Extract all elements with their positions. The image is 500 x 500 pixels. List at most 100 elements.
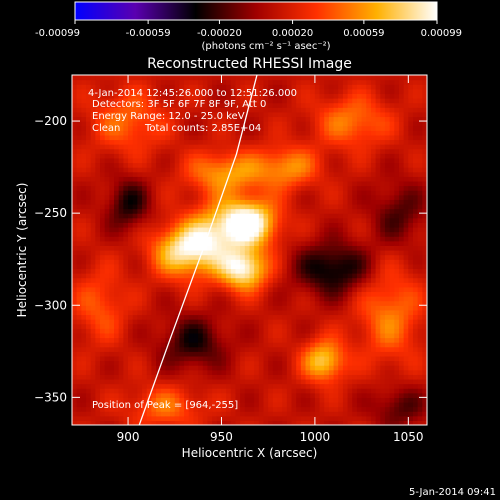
- heatmap-cell: [282, 185, 288, 191]
- heatmap-cell: [76, 153, 82, 159]
- heatmap-cell: [324, 392, 330, 398]
- heatmap-cell: [328, 185, 335, 191]
- heatmap-cell: [342, 360, 349, 366]
- heatmap-cell: [328, 268, 335, 274]
- heatmap-cell: [356, 328, 363, 334]
- heatmap-cell: [263, 84, 269, 90]
- heatmap-cell: [310, 213, 316, 219]
- heatmap-cell: [328, 93, 335, 99]
- heatmap-cell: [184, 153, 190, 159]
- heatmap-cell: [156, 148, 162, 154]
- heatmap-cell: [314, 153, 321, 159]
- heatmap-cell: [230, 102, 237, 108]
- heatmap-cell: [95, 342, 101, 348]
- heatmap-cell: [132, 162, 138, 168]
- heatmap-cell: [268, 319, 274, 325]
- heatmap-cell: [207, 79, 213, 85]
- heatmap-cell: [137, 392, 143, 398]
- heatmap-cell: [305, 300, 311, 306]
- heatmap-cell: [123, 88, 129, 95]
- heatmap-cell: [109, 300, 115, 306]
- heatmap-cell: [132, 415, 138, 421]
- heatmap-cell: [258, 139, 265, 145]
- heatmap-cell: [305, 208, 311, 214]
- heatmap-cell: [137, 176, 143, 182]
- heatmap-cell: [310, 346, 316, 352]
- heatmap-cell: [188, 185, 195, 191]
- heatmap-cell: [81, 415, 87, 421]
- heatmap-cell: [319, 213, 325, 219]
- heatmap-cell: [244, 365, 251, 371]
- heatmap-cell: [174, 125, 181, 131]
- heatmap-cell: [216, 351, 223, 357]
- heatmap-cell: [305, 226, 311, 233]
- heatmap-cell: [324, 167, 330, 173]
- heatmap-cell: [296, 93, 302, 99]
- heatmap-cell: [170, 332, 176, 339]
- heatmap-cell: [300, 392, 307, 398]
- heatmap-cell: [361, 259, 367, 265]
- heatmap-cell: [286, 134, 293, 141]
- heatmap-cell: [207, 102, 213, 108]
- heatmap-cell: [95, 254, 101, 260]
- heatmap-cell: [268, 134, 274, 141]
- heatmap-cell: [366, 190, 372, 196]
- heatmap-cell: [366, 203, 372, 210]
- heatmap-cell: [277, 190, 283, 196]
- heatmap-cell: [146, 383, 153, 389]
- heatmap-cell: [170, 374, 176, 380]
- heatmap-cell: [356, 208, 363, 214]
- heatmap-cell: [193, 139, 199, 145]
- heatmap-cell: [324, 259, 330, 265]
- heatmap-cell: [86, 319, 92, 325]
- heatmap-cell: [296, 180, 302, 187]
- heatmap-cell: [132, 351, 138, 357]
- heatmap-cell: [114, 144, 120, 150]
- heatmap-cell: [324, 314, 330, 320]
- heatmap-cell: [216, 406, 223, 412]
- heatmap-cell: [361, 213, 367, 219]
- heatmap-cell: [123, 250, 129, 256]
- heatmap-cell: [151, 190, 157, 196]
- heatmap-cell: [235, 125, 241, 131]
- heatmap-cell: [109, 203, 115, 210]
- heatmap-cell: [156, 355, 162, 362]
- heatmap-cell: [286, 162, 293, 168]
- heatmap-cell: [198, 319, 204, 325]
- heatmap-cell: [72, 319, 78, 325]
- heatmap-cell: [356, 148, 363, 154]
- heatmap-cell: [277, 199, 283, 205]
- heatmap-cell: [165, 411, 171, 417]
- heatmap-cell: [305, 328, 311, 334]
- heatmap-cell: [258, 346, 265, 352]
- heatmap-cell: [300, 360, 307, 366]
- heatmap-cell: [188, 222, 195, 228]
- heatmap-cell: [104, 250, 110, 256]
- heatmap-cell: [184, 199, 190, 205]
- heatmap-cell: [286, 291, 293, 297]
- heatmap-cell: [156, 351, 162, 357]
- heatmap-cell: [76, 236, 82, 242]
- heatmap-cell: [216, 226, 223, 233]
- heatmap-cell: [235, 282, 241, 288]
- heatmap-cell: [352, 180, 358, 187]
- heatmap-cell: [347, 157, 353, 164]
- heatmap-cell: [305, 355, 311, 362]
- heatmap-cell: [188, 328, 195, 334]
- heatmap-cell: [221, 300, 227, 306]
- heatmap-cell: [249, 213, 255, 219]
- heatmap-cell: [338, 102, 344, 108]
- heatmap-cell: [277, 226, 283, 233]
- heatmap-cell: [226, 93, 232, 99]
- heatmap-cell: [156, 332, 162, 339]
- heatmap-cell: [277, 360, 283, 366]
- heatmap-cell: [146, 107, 153, 113]
- heatmap-cell: [142, 374, 148, 380]
- heatmap-cell: [254, 171, 260, 177]
- heatmap-cell: [202, 300, 209, 306]
- heatmap-cell: [128, 231, 134, 237]
- heatmap-cell: [207, 259, 213, 265]
- heatmap-cell: [156, 236, 162, 242]
- heatmap-cell: [193, 116, 199, 122]
- heatmap-cell: [193, 420, 199, 425]
